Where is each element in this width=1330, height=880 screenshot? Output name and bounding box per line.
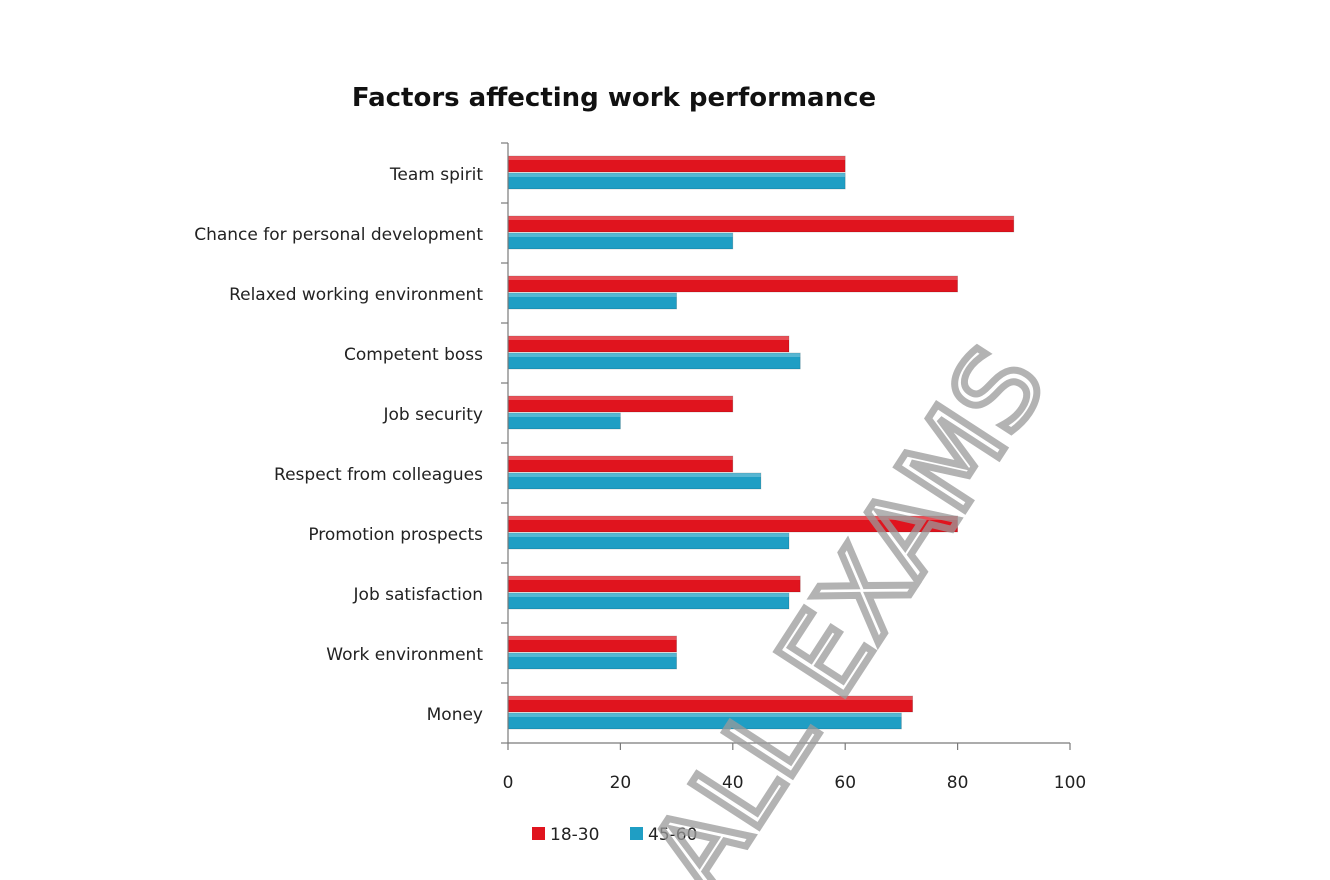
- bar-highlight-45-60-8: [508, 593, 789, 597]
- category-label: Money: [427, 705, 483, 725]
- bar-highlight-18-30-6: [508, 456, 733, 460]
- bar-highlight-45-60-10: [508, 713, 902, 717]
- bar-highlight-18-30-7: [508, 516, 958, 520]
- x-tick-label: 60: [834, 773, 856, 793]
- bar-highlight-45-60-1: [508, 173, 846, 177]
- legend-swatch-18-30: [532, 827, 545, 840]
- bar-highlight-18-30-4: [508, 336, 789, 340]
- bar-highlight-45-60-4: [508, 353, 801, 357]
- category-label: Job satisfaction: [353, 585, 483, 605]
- bar-highlight-18-30-8: [508, 576, 801, 580]
- bar-highlight-18-30-1: [508, 156, 846, 160]
- x-tick-label: 40: [722, 773, 744, 793]
- legend-label-45-60: 45-60: [648, 825, 697, 845]
- bar-highlight-18-30-2: [508, 216, 1014, 220]
- bar-highlight-45-60-2: [508, 233, 733, 237]
- category-label: Promotion prospects: [308, 525, 483, 545]
- bar-highlight-18-30-3: [508, 276, 958, 280]
- x-tick-label: 80: [947, 773, 969, 793]
- bar-highlight-45-60-6: [508, 473, 761, 477]
- legend: 18-30 45-60: [532, 825, 697, 845]
- x-tick-label: 0: [503, 773, 514, 793]
- bars-layer: [507, 155, 1015, 730]
- legend-label-18-30: 18-30: [550, 825, 599, 845]
- category-label: Respect from colleagues: [274, 465, 483, 485]
- bar-highlight-45-60-9: [508, 653, 677, 657]
- chart-title: Factors affecting work performance: [352, 83, 876, 113]
- category-label: Competent boss: [344, 345, 483, 365]
- category-label: Job security: [383, 405, 484, 425]
- bar-highlight-18-30-9: [508, 636, 677, 640]
- bar-highlight-18-30-5: [508, 396, 733, 400]
- x-tick-label: 20: [610, 773, 632, 793]
- axes: [501, 142, 1071, 750]
- category-label: Work environment: [326, 645, 483, 665]
- bar-highlight-45-60-3: [508, 293, 677, 297]
- x-tick-labels: 0 20 40 60 80 100: [503, 773, 1087, 793]
- category-label: Relaxed working environment: [229, 285, 483, 305]
- x-tick-label: 100: [1054, 773, 1086, 793]
- bar-highlight-45-60-5: [508, 413, 621, 417]
- legend-swatch-45-60: [630, 827, 643, 840]
- category-label: Team spirit: [389, 165, 483, 185]
- category-labels: Team spirit Chance for personal developme…: [194, 165, 483, 725]
- bar-highlight-45-60-7: [508, 533, 789, 537]
- category-label: Chance for personal development: [194, 225, 483, 245]
- bar-highlight-18-30-10: [508, 696, 913, 700]
